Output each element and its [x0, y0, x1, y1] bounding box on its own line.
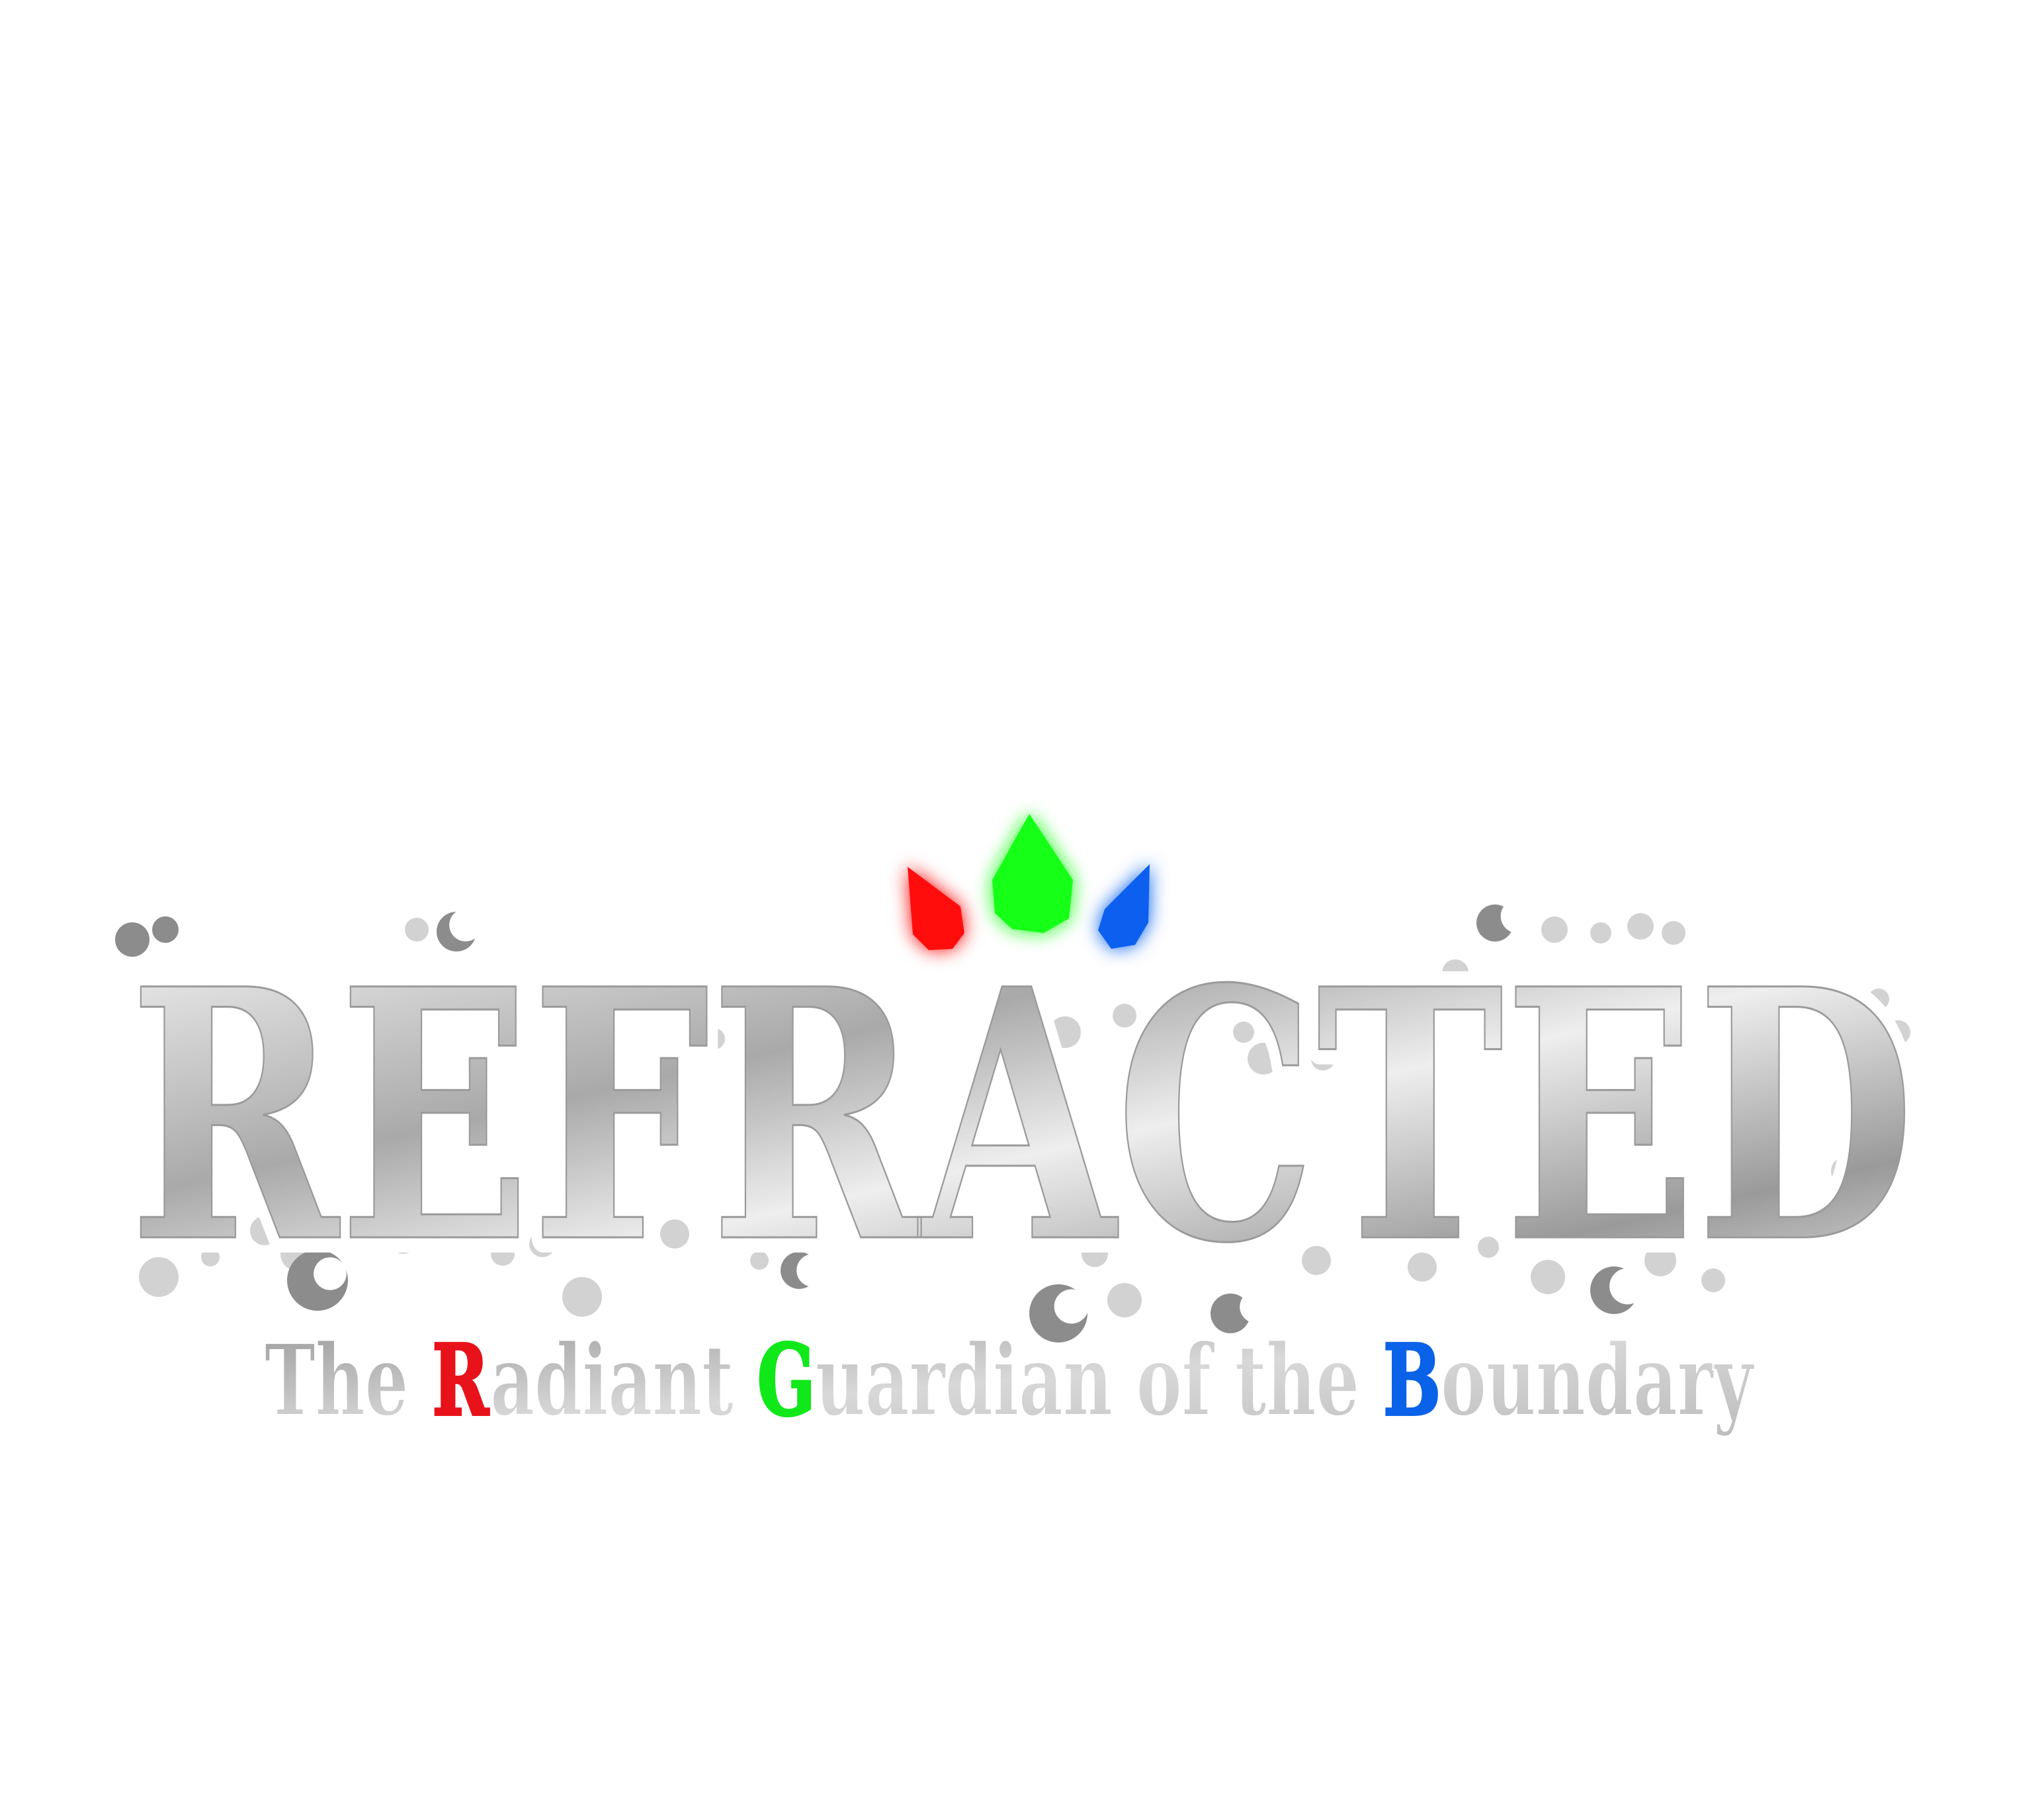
bubble — [660, 1219, 689, 1249]
bubble — [250, 1216, 279, 1245]
crescent-cutout — [449, 908, 482, 942]
bubble — [1107, 1283, 1142, 1317]
subtitle-segment: oundary — [1441, 1323, 1755, 1438]
blue-gem-icon — [1098, 864, 1150, 949]
bubble — [529, 1231, 556, 1257]
subtitle-text: The Radiant Guardian of the Boundary — [265, 1323, 1755, 1438]
bubble — [1113, 1004, 1136, 1028]
crescent-cutout — [1500, 899, 1535, 934]
bubble — [1662, 921, 1685, 945]
bubble — [750, 1251, 769, 1270]
bubble — [1831, 1157, 1860, 1186]
bubble — [1701, 1268, 1725, 1292]
bubble — [357, 996, 384, 1022]
bubble — [1627, 913, 1654, 940]
subtitle-group: The Radiant Guardian of the Boundary — [264, 1321, 1756, 1439]
crescent-cutout — [796, 1254, 830, 1287]
bubble — [704, 1028, 725, 1049]
crescent-cutout — [1609, 1268, 1646, 1305]
bubble — [1531, 1260, 1565, 1294]
title-group: REFRACTED REFRACTED — [114, 899, 1930, 1334]
crescent-cutout — [1240, 1290, 1273, 1323]
bubble — [164, 971, 193, 1000]
bubble — [169, 1236, 185, 1252]
title-text: REFRACTED — [129, 914, 1915, 1319]
bubble — [388, 1023, 406, 1041]
bubble — [1233, 1022, 1254, 1043]
bubble — [1049, 1016, 1081, 1048]
bubble — [405, 918, 429, 942]
bubble — [1868, 989, 1889, 1010]
bubble — [390, 1227, 417, 1254]
bubble — [704, 992, 731, 1019]
subtitle-segment: The — [265, 1323, 432, 1438]
subtitle-accent-letter: R — [432, 1323, 490, 1438]
bubble — [1442, 959, 1469, 986]
bubble — [139, 1257, 179, 1297]
bubble — [1408, 1253, 1437, 1282]
bubble-decorations — [115, 899, 1910, 1343]
bubble — [1541, 916, 1568, 943]
bubble — [1248, 1043, 1279, 1075]
bubble — [152, 916, 179, 943]
crescent-cutout — [1054, 1289, 1089, 1324]
subtitle-segment: adiant — [490, 1323, 757, 1438]
bubble — [1302, 1246, 1331, 1275]
red-gem-icon — [908, 867, 964, 950]
bubble — [1590, 922, 1611, 944]
bubble — [201, 1248, 220, 1266]
crescent-cutout — [314, 1257, 347, 1290]
bubble — [1478, 1237, 1499, 1258]
title-outline: REFRACTED — [129, 914, 1915, 1319]
subtitle-segment: uardian of the — [816, 1323, 1383, 1438]
gem-group — [908, 814, 1150, 950]
subtitle-accent-letter: B — [1383, 1323, 1441, 1438]
bubble — [1887, 1020, 1910, 1044]
bubble — [1311, 1047, 1335, 1071]
bubble — [562, 1277, 602, 1317]
bubble — [1015, 998, 1036, 1020]
green-gem-icon — [992, 814, 1073, 933]
bubble — [1644, 1245, 1676, 1276]
bubble — [1082, 1241, 1108, 1267]
bubble — [115, 922, 149, 957]
bubble — [491, 1242, 515, 1266]
subtitle-accent-letter: G — [757, 1323, 816, 1438]
